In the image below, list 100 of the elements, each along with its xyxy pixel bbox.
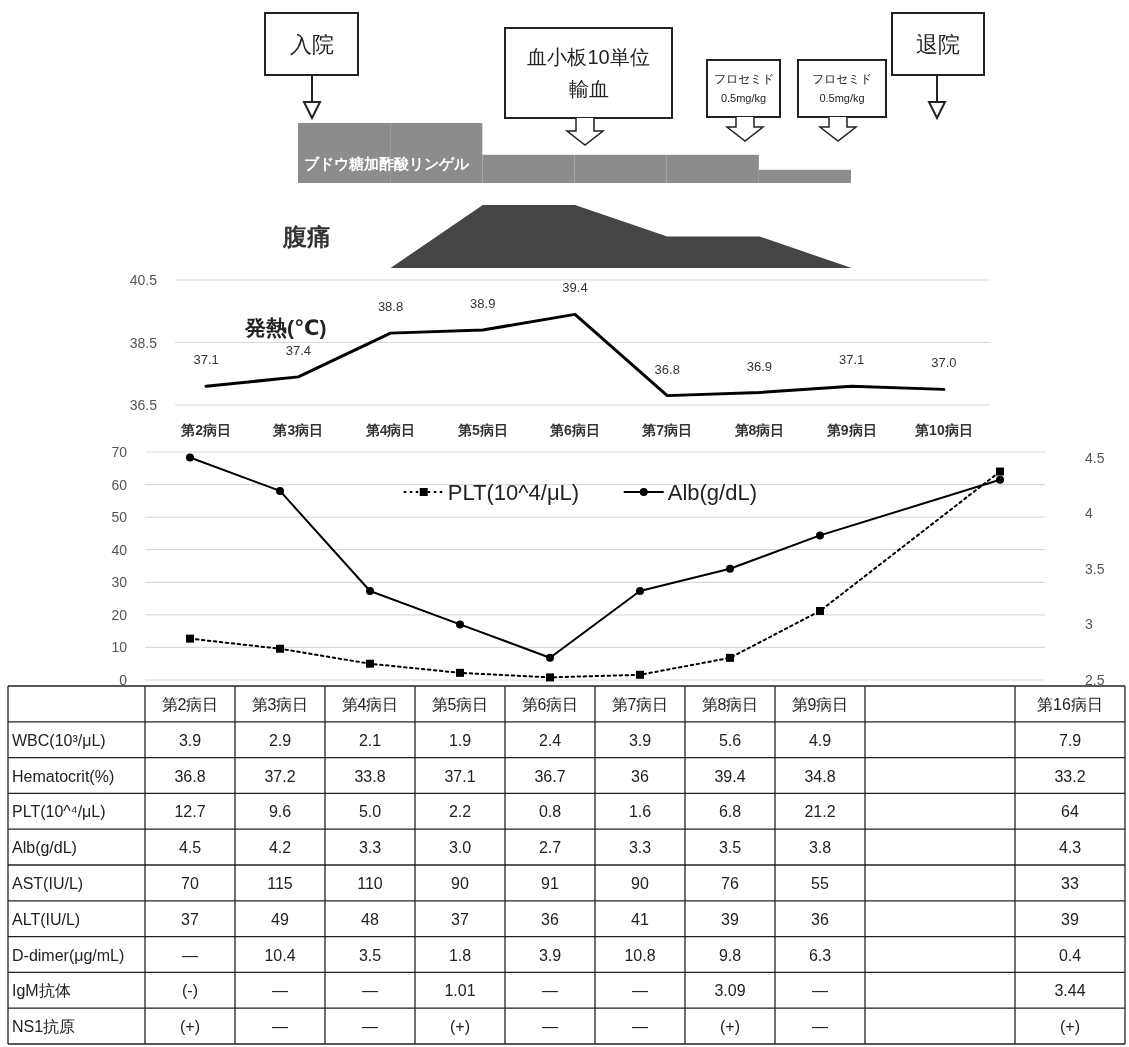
y-tick-label: 10 (111, 639, 128, 656)
x-tick-label: 第7病日 (611, 695, 669, 713)
text: 91 (541, 874, 559, 892)
data-label: 36.9 (746, 358, 773, 374)
data-label: 37.1 (839, 352, 865, 368)
point (636, 587, 644, 596)
text: 4.5 (178, 839, 202, 857)
x-tick-label: 第4病日 (341, 695, 399, 713)
x-tick-label: 第10病日 (914, 422, 973, 438)
text: 1.8 (448, 946, 472, 964)
text: 33 (1061, 874, 1079, 892)
text: — (812, 1018, 828, 1036)
text: — (272, 1018, 288, 1036)
text: 3.9 (628, 731, 652, 749)
point (186, 634, 194, 643)
text: — (812, 982, 828, 1000)
text: 6.3 (808, 946, 832, 964)
legend-label: Alb(g/dL) (667, 480, 758, 505)
text: 9.8 (718, 946, 742, 964)
text: 2.7 (538, 839, 562, 857)
text: 3.44 (1054, 982, 1086, 1000)
text: 0.4 (1058, 946, 1082, 964)
y-tick-label: 36.5 (129, 397, 158, 413)
text: 10.8 (624, 946, 656, 964)
text: — (632, 1018, 648, 1036)
y-tick-label: AST(IU/L) (12, 874, 84, 892)
point (366, 659, 374, 668)
data-label: 36.8 (654, 361, 680, 377)
point (726, 564, 734, 573)
text: 3.3 (358, 839, 382, 857)
y-tick-label: 60 (111, 476, 128, 493)
point (456, 668, 464, 677)
text: 10.4 (264, 946, 296, 964)
text: 115 (267, 874, 293, 892)
x-tick-label: 第5病日 (456, 422, 508, 438)
text: 70 (181, 874, 199, 892)
y-tick-label: 30 (111, 574, 128, 591)
text: 6.8 (718, 803, 742, 821)
text: 64 (1061, 803, 1079, 821)
text: — (632, 982, 648, 1000)
x-tick-label: 第8病日 (733, 422, 785, 438)
text: (+) (1060, 1018, 1080, 1036)
text: (+) (450, 1018, 470, 1036)
text: 4.2 (268, 839, 292, 857)
text: 37 (451, 910, 469, 928)
text: 76 (721, 874, 739, 892)
x-tick-label: 第8病日 (701, 695, 759, 713)
x-tick-label: 第2病日 (161, 695, 219, 713)
point (366, 587, 374, 596)
y-tick-label: 20 (111, 606, 128, 623)
text: 37.1 (444, 767, 476, 785)
text: 36.8 (174, 767, 206, 785)
text: 3.09 (714, 982, 746, 1000)
text: 9.6 (268, 803, 292, 821)
text: 3.5 (718, 839, 742, 857)
text: 36.7 (534, 767, 566, 785)
text: 4.9 (808, 731, 832, 749)
text: 1.01 (444, 982, 476, 1000)
text: 血小板10単位輸血 (527, 46, 650, 100)
text: — (542, 982, 558, 1000)
text: — (272, 982, 288, 1000)
text: 39.4 (714, 767, 746, 785)
y2-tick-label: 4 (1085, 505, 1093, 522)
text: 36 (541, 910, 559, 928)
point (996, 475, 1004, 484)
y-tick-label: 40 (111, 541, 128, 558)
point (186, 453, 194, 462)
text: 36 (631, 767, 649, 785)
point (816, 606, 824, 615)
text: 退院 (916, 31, 960, 57)
x-tick-label: 第16病日 (1037, 695, 1103, 713)
text: — (362, 1018, 378, 1036)
point (726, 653, 734, 662)
point (276, 644, 284, 653)
text: 2.9 (268, 731, 292, 749)
text: (+) (180, 1018, 200, 1036)
text: 3.9 (178, 731, 202, 749)
text: 3.0 (448, 839, 472, 857)
y2-tick-label: 3.5 (1085, 560, 1105, 577)
legend-label: PLT(10^4/μL) (447, 480, 580, 505)
point (456, 620, 464, 629)
x-tick-label: 第9病日 (825, 422, 877, 438)
text: 48 (361, 910, 379, 928)
text: 41 (631, 910, 649, 928)
text: 入院 (289, 31, 334, 57)
data-label: 37.4 (285, 342, 311, 358)
point (546, 653, 554, 662)
text: 110 (357, 874, 383, 892)
y2-tick-label: 2.5 (1085, 672, 1105, 688)
y-tick-label: 0 (119, 672, 128, 688)
y-tick-label: PLT(10^⁴/μL) (12, 803, 106, 821)
x-tick-label: 第9病日 (791, 695, 849, 713)
text: 0.8 (538, 803, 562, 821)
text: 33.8 (354, 767, 386, 785)
text: フロセミド0.5mg/kg (713, 72, 774, 104)
text: 2.4 (538, 731, 562, 749)
x-tick-label: 第2病日 (180, 422, 232, 438)
text: 39 (721, 910, 739, 928)
text: 5.0 (358, 803, 382, 821)
text: 34.8 (804, 767, 836, 785)
